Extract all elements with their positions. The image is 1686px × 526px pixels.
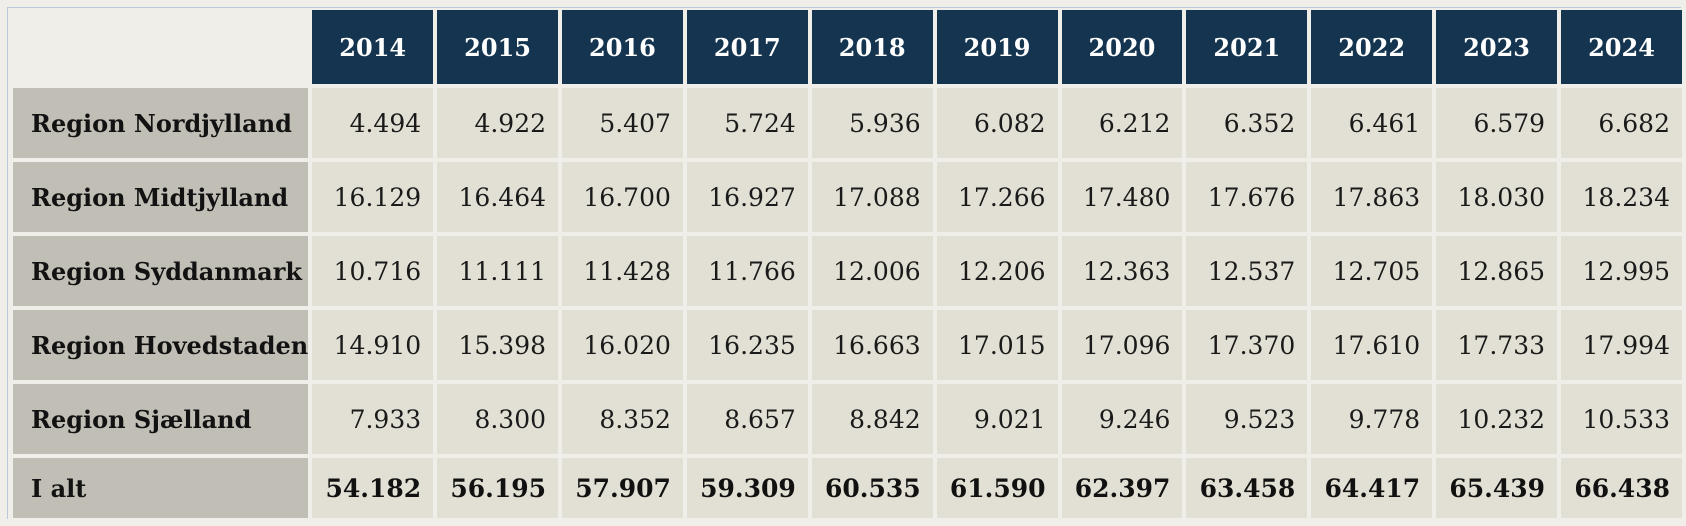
row-label: I alt [13, 458, 309, 518]
row-label: Region Midtjylland [13, 162, 309, 232]
table-cell: 5.936 [811, 88, 933, 158]
table-cell: 6.579 [1436, 88, 1558, 158]
table-cell: 11.766 [686, 236, 808, 306]
table-cell: 6.682 [1561, 88, 1682, 158]
table-row: I alt 54.182 56.195 57.907 59.309 60.535 61.59… [13, 458, 1682, 518]
table-cell: 17.088 [811, 162, 933, 232]
table-cell: 17.370 [1186, 310, 1308, 380]
table-cell: 5.407 [562, 88, 683, 158]
table-cell: 17.733 [1436, 310, 1558, 380]
table-cell: 17.096 [1061, 310, 1183, 380]
table-cell: 16.129 [312, 162, 434, 232]
table-cell: 5.724 [686, 88, 808, 158]
table-cell: 59.309 [686, 458, 808, 518]
corner-cell [13, 10, 308, 84]
column-header-2024: 2024 [1561, 10, 1682, 84]
column-header-2023: 2023 [1436, 10, 1558, 84]
table-row: Region Midtjylland 16.129 16.464 16.700 16.9… [13, 162, 1682, 232]
table-cell: 18.030 [1436, 162, 1558, 232]
table-cell: 17.676 [1186, 162, 1308, 232]
table-cell: 10.716 [312, 236, 434, 306]
column-header-2019: 2019 [936, 10, 1058, 84]
table-cell: 10.232 [1436, 384, 1558, 454]
table-cell: 16.235 [686, 310, 808, 380]
column-header-2022: 2022 [1311, 10, 1433, 84]
table-cell: 57.907 [562, 458, 683, 518]
column-header-2018: 2018 [811, 10, 933, 84]
column-header-2017: 2017 [686, 10, 808, 84]
table-cell: 16.464 [437, 162, 559, 232]
table-cell: 15.398 [437, 310, 559, 380]
table-cell: 6.352 [1186, 88, 1308, 158]
table-cell: 17.863 [1311, 162, 1433, 232]
header-row: 2014 2015 2016 2017 2018 2019 2020 2021 2022 2023… [13, 10, 1682, 84]
column-header-2014: 2014 [312, 10, 434, 84]
table-cell: 66.438 [1561, 458, 1682, 518]
table-cell: 9.523 [1186, 384, 1308, 454]
table-cell: 6.461 [1311, 88, 1433, 158]
table-cell: 8.300 [437, 384, 559, 454]
table-row: Region Nordjylland 4.494 4.922 5.407 5.724 5.… [13, 88, 1682, 158]
table-cell: 6.082 [936, 88, 1058, 158]
table-cell: 12.995 [1561, 236, 1682, 306]
table-cell: 8.842 [811, 384, 933, 454]
table-cell: 17.266 [936, 162, 1058, 232]
table-row: Region Sjælland 7.933 8.300 8.352 8.657 8.842… [13, 384, 1682, 454]
row-label: Region Hovedstaden [13, 310, 309, 380]
table-cell: 17.015 [936, 310, 1058, 380]
table-cell: 17.994 [1561, 310, 1682, 380]
table-cell: 17.480 [1061, 162, 1183, 232]
table-cell: 8.352 [562, 384, 683, 454]
table-cell: 9.246 [1061, 384, 1183, 454]
table-cell: 65.439 [1436, 458, 1558, 518]
table-cell: 12.865 [1436, 236, 1558, 306]
table-cell: 11.111 [437, 236, 559, 306]
table-body: Region Nordjylland 4.494 4.922 5.407 5.724 5.… [13, 88, 1682, 518]
table-cell: 18.234 [1561, 162, 1682, 232]
table-cell: 6.212 [1061, 88, 1183, 158]
table-cell: 7.933 [312, 384, 434, 454]
table-cell: 9.778 [1311, 384, 1433, 454]
table-cell: 16.700 [562, 162, 683, 232]
table-cell: 54.182 [312, 458, 434, 518]
table-cell: 56.195 [437, 458, 559, 518]
table-cell: 12.705 [1311, 236, 1433, 306]
table-cell: 62.397 [1061, 458, 1183, 518]
table-cell: 16.927 [686, 162, 808, 232]
table-row: Region Hovedstaden 14.910 15.398 16.020 16.2… [13, 310, 1682, 380]
row-label: Region Syddanmark [13, 236, 309, 306]
table-cell: 64.417 [1311, 458, 1433, 518]
row-label: Region Sjælland [13, 384, 309, 454]
column-header-2021: 2021 [1186, 10, 1308, 84]
row-label: Region Nordjylland [13, 88, 309, 158]
table-row: Region Syddanmark 10.716 11.111 11.428 11.76… [13, 236, 1682, 306]
table-frame [7, 7, 1681, 519]
data-table: 2014 2015 2016 2017 2018 2019 2020 2021 2022 2023… [9, 6, 1686, 522]
table-cell: 12.537 [1186, 236, 1308, 306]
table-cell: 12.206 [936, 236, 1058, 306]
table-cell: 12.006 [811, 236, 933, 306]
table-cell: 11.428 [562, 236, 683, 306]
table-cell: 9.021 [936, 384, 1058, 454]
table-cell: 8.657 [686, 384, 808, 454]
table-cell: 63.458 [1186, 458, 1308, 518]
table-cell: 4.922 [437, 88, 559, 158]
column-header-2015: 2015 [437, 10, 559, 84]
table-cell: 14.910 [312, 310, 434, 380]
table-cell: 12.363 [1061, 236, 1183, 306]
table-cell: 10.533 [1561, 384, 1682, 454]
table-cell: 61.590 [936, 458, 1058, 518]
table-cell: 17.610 [1311, 310, 1433, 380]
table-cell: 60.535 [811, 458, 933, 518]
table-cell: 4.494 [312, 88, 434, 158]
table-cell: 16.663 [811, 310, 933, 380]
table-cell: 16.020 [562, 310, 683, 380]
column-header-2020: 2020 [1061, 10, 1183, 84]
column-header-2016: 2016 [562, 10, 683, 84]
